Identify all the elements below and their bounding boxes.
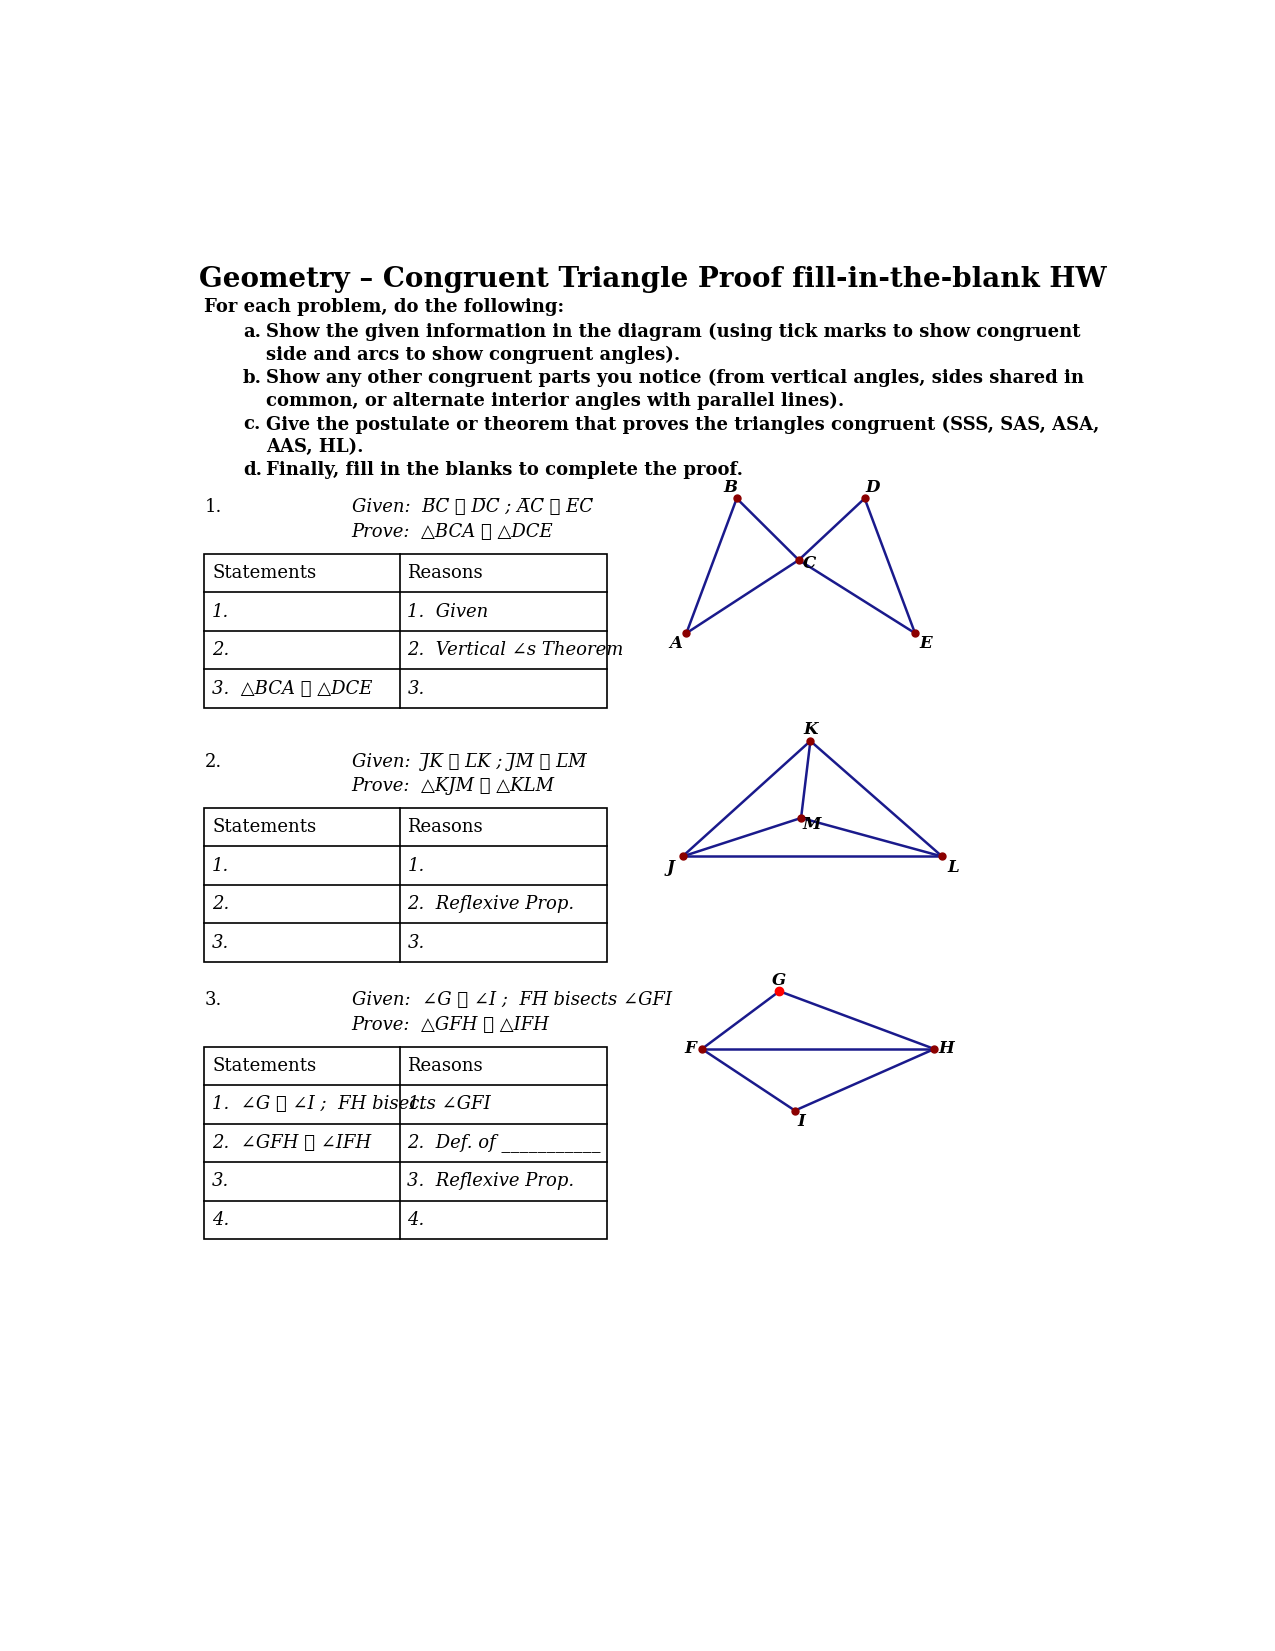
- Text: 2.  Reflexive Prop.: 2. Reflexive Prop.: [408, 895, 575, 913]
- Text: Statements: Statements: [212, 819, 316, 835]
- Text: J: J: [667, 859, 674, 875]
- Text: Reasons: Reasons: [408, 1057, 483, 1075]
- Text: For each problem, do the following:: For each problem, do the following:: [204, 299, 565, 317]
- Text: 4.: 4.: [408, 1210, 425, 1228]
- Text: 3.: 3.: [408, 680, 425, 698]
- Text: Prove:  △BCA ≅ △DCE: Prove: △BCA ≅ △DCE: [352, 523, 553, 542]
- Text: M: M: [803, 816, 821, 832]
- Text: Reasons: Reasons: [408, 565, 483, 583]
- Text: 3.: 3.: [408, 934, 425, 951]
- Text: B: B: [723, 479, 737, 497]
- Text: 1.: 1.: [212, 603, 230, 621]
- Text: 3.  △BCA ≅ △DCE: 3. △BCA ≅ △DCE: [212, 680, 372, 698]
- Text: Given:  B̅C̅ ≅ D̅C̅ ; A̅C̅ ≅ E̅C̅: Given: B̅C̅ ≅ D̅C̅ ; A̅C̅ ≅ E̅C̅: [352, 499, 593, 517]
- Text: AAS, HL).: AAS, HL).: [266, 439, 363, 456]
- Text: G: G: [773, 972, 787, 989]
- Text: Statements: Statements: [212, 565, 316, 583]
- Text: 2.: 2.: [212, 895, 230, 913]
- Bar: [204, 807, 607, 963]
- Text: Given:  J̅K̅ ≅ L̅K̅ ; J̅M̅ ≅ L̅M̅: Given: J̅K̅ ≅ L̅K̅ ; J̅M̅ ≅ L̅M̅: [352, 753, 586, 771]
- Text: 2.  Def. of ___________: 2. Def. of ___________: [408, 1134, 601, 1152]
- Text: A: A: [669, 636, 682, 652]
- Text: 2.: 2.: [204, 753, 222, 771]
- Text: E: E: [919, 636, 932, 652]
- Text: 1.: 1.: [204, 499, 222, 517]
- Text: Geometry – Congruent Triangle Proof fill-in-the-blank HW: Geometry – Congruent Triangle Proof fill…: [199, 266, 1107, 292]
- Text: 3.: 3.: [204, 991, 222, 1009]
- Text: Finally, fill in the blanks to complete the proof.: Finally, fill in the blanks to complete …: [266, 462, 743, 479]
- Text: Show the given information in the diagram (using tick marks to show congruent: Show the given information in the diagra…: [266, 324, 1081, 342]
- Text: F: F: [685, 1040, 696, 1058]
- Text: Show any other congruent parts you notice (from vertical angles, sides shared in: Show any other congruent parts you notic…: [266, 370, 1084, 388]
- Text: d.: d.: [244, 462, 263, 479]
- Text: 2.  ∠GFH ≅ ∠IFH: 2. ∠GFH ≅ ∠IFH: [212, 1134, 371, 1152]
- Text: 1.: 1.: [212, 857, 230, 875]
- Text: Prove:  △KJM ≅ △KLM: Prove: △KJM ≅ △KLM: [352, 778, 555, 796]
- Text: 4.: 4.: [212, 1210, 230, 1228]
- Text: 3.: 3.: [212, 1172, 230, 1190]
- Text: I: I: [797, 1113, 805, 1129]
- Text: Give the postulate or theorem that proves the triangles congruent (SSS, SAS, ASA: Give the postulate or theorem that prove…: [266, 416, 1100, 434]
- Text: K: K: [803, 721, 817, 738]
- Text: c.: c.: [244, 416, 260, 433]
- Text: L: L: [947, 859, 960, 875]
- Text: 2.  Vertical ∠s Theorem: 2. Vertical ∠s Theorem: [408, 641, 623, 659]
- Text: Prove:  △GFH ≅ △IFH: Prove: △GFH ≅ △IFH: [352, 1015, 550, 1034]
- Text: b.: b.: [244, 370, 263, 386]
- Text: a.: a.: [244, 324, 261, 340]
- Bar: [204, 1047, 607, 1240]
- Text: side and arcs to show congruent angles).: side and arcs to show congruent angles).: [266, 347, 681, 365]
- Text: H: H: [938, 1040, 954, 1058]
- Text: Statements: Statements: [212, 1057, 316, 1075]
- Text: common, or alternate interior angles with parallel lines).: common, or alternate interior angles wit…: [266, 393, 844, 411]
- Text: 1.  ∠G ≅ ∠I ;  FH bisects ∠GFI: 1. ∠G ≅ ∠I ; FH bisects ∠GFI: [212, 1095, 491, 1113]
- Text: Given:  ∠G ≅ ∠I ;  F̅H̅ bisects ∠GFI: Given: ∠G ≅ ∠I ; F̅H̅ bisects ∠GFI: [352, 991, 672, 1009]
- Text: 3.  Reflexive Prop.: 3. Reflexive Prop.: [408, 1172, 575, 1190]
- Text: 2.: 2.: [212, 641, 230, 659]
- Text: C: C: [803, 555, 816, 571]
- Text: 1.  Given: 1. Given: [408, 603, 488, 621]
- Text: 1.: 1.: [408, 1095, 425, 1113]
- Text: 1.: 1.: [408, 857, 425, 875]
- Bar: [204, 553, 607, 708]
- Text: Reasons: Reasons: [408, 819, 483, 835]
- Text: D: D: [866, 479, 880, 497]
- Text: 3.: 3.: [212, 934, 230, 951]
